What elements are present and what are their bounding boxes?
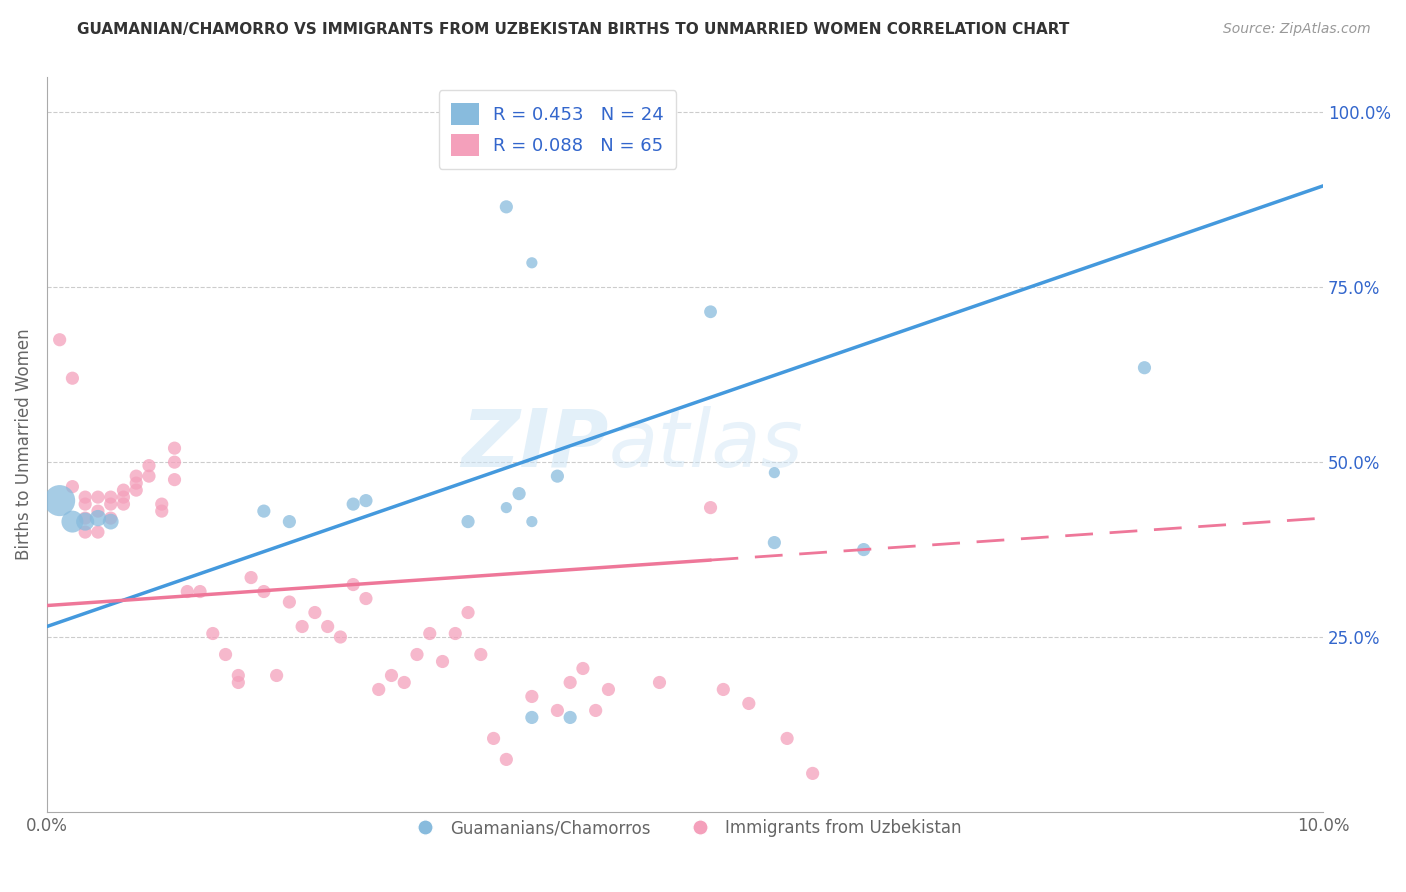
Point bbox=[62, 480, 84, 494]
Point bbox=[278, 515, 301, 529]
Point bbox=[354, 591, 377, 606]
Legend: Guamanians/Chamorros, Immigrants from Uzbekistan: Guamanians/Chamorros, Immigrants from Uz… bbox=[402, 813, 969, 844]
Point bbox=[444, 626, 467, 640]
Point bbox=[253, 584, 276, 599]
Point bbox=[176, 584, 198, 599]
Text: Source: ZipAtlas.com: Source: ZipAtlas.com bbox=[1223, 22, 1371, 37]
Point bbox=[354, 493, 377, 508]
Point bbox=[432, 655, 454, 669]
Point bbox=[201, 626, 224, 640]
Point bbox=[470, 648, 492, 662]
Point bbox=[188, 584, 211, 599]
Point bbox=[87, 525, 110, 540]
Point bbox=[380, 668, 402, 682]
Point bbox=[240, 570, 263, 584]
Point bbox=[62, 515, 84, 529]
Point bbox=[228, 668, 250, 682]
Point bbox=[163, 455, 186, 469]
Point bbox=[100, 490, 122, 504]
Point bbox=[394, 675, 416, 690]
Point bbox=[329, 630, 352, 644]
Point bbox=[304, 606, 326, 620]
Point bbox=[75, 490, 97, 504]
Point bbox=[278, 595, 301, 609]
Point bbox=[546, 703, 568, 717]
Text: atlas: atlas bbox=[609, 406, 803, 483]
Point bbox=[367, 682, 389, 697]
Point bbox=[598, 682, 620, 697]
Point bbox=[87, 490, 110, 504]
Point bbox=[495, 123, 517, 137]
Point bbox=[495, 752, 517, 766]
Point bbox=[495, 200, 517, 214]
Point bbox=[163, 441, 186, 455]
Point bbox=[763, 535, 786, 549]
Y-axis label: Births to Unmarried Women: Births to Unmarried Women bbox=[15, 329, 32, 560]
Point bbox=[112, 497, 135, 511]
Text: GUAMANIAN/CHAMORRO VS IMMIGRANTS FROM UZBEKISTAN BIRTHS TO UNMARRIED WOMEN CORRE: GUAMANIAN/CHAMORRO VS IMMIGRANTS FROM UZ… bbox=[77, 22, 1070, 37]
Point bbox=[87, 511, 110, 525]
Point bbox=[342, 577, 364, 591]
Point bbox=[738, 697, 761, 711]
Point bbox=[75, 515, 97, 529]
Point bbox=[763, 466, 786, 480]
Point bbox=[100, 511, 122, 525]
Point bbox=[125, 476, 148, 491]
Point bbox=[1133, 360, 1156, 375]
Point bbox=[214, 648, 236, 662]
Point bbox=[852, 542, 875, 557]
Point bbox=[520, 256, 543, 270]
Point bbox=[125, 469, 148, 483]
Point bbox=[291, 619, 314, 633]
Point bbox=[457, 606, 479, 620]
Point bbox=[546, 469, 568, 483]
Text: ZIP: ZIP bbox=[461, 406, 609, 483]
Point bbox=[150, 504, 173, 518]
Point bbox=[508, 486, 530, 500]
Point bbox=[138, 458, 160, 473]
Point bbox=[112, 490, 135, 504]
Point bbox=[75, 511, 97, 525]
Point bbox=[585, 703, 607, 717]
Point bbox=[495, 500, 517, 515]
Point bbox=[62, 371, 84, 385]
Point bbox=[520, 710, 543, 724]
Point bbox=[100, 515, 122, 529]
Point bbox=[342, 497, 364, 511]
Point bbox=[75, 497, 97, 511]
Point bbox=[776, 731, 799, 746]
Point bbox=[711, 682, 734, 697]
Point bbox=[150, 497, 173, 511]
Point bbox=[112, 483, 135, 497]
Point bbox=[560, 710, 582, 724]
Point bbox=[100, 497, 122, 511]
Point bbox=[266, 668, 288, 682]
Point bbox=[48, 493, 70, 508]
Point bbox=[648, 675, 671, 690]
Point bbox=[138, 469, 160, 483]
Point bbox=[87, 504, 110, 518]
Point bbox=[163, 473, 186, 487]
Point bbox=[520, 690, 543, 704]
Point bbox=[316, 619, 339, 633]
Point bbox=[48, 333, 70, 347]
Point bbox=[699, 500, 721, 515]
Point bbox=[228, 675, 250, 690]
Point bbox=[520, 515, 543, 529]
Point bbox=[253, 504, 276, 518]
Point bbox=[572, 661, 595, 675]
Point bbox=[699, 305, 721, 319]
Point bbox=[482, 731, 505, 746]
Point bbox=[801, 766, 824, 780]
Point bbox=[406, 648, 429, 662]
Point bbox=[419, 626, 441, 640]
Point bbox=[560, 675, 582, 690]
Point bbox=[75, 525, 97, 540]
Point bbox=[125, 483, 148, 497]
Point bbox=[457, 515, 479, 529]
